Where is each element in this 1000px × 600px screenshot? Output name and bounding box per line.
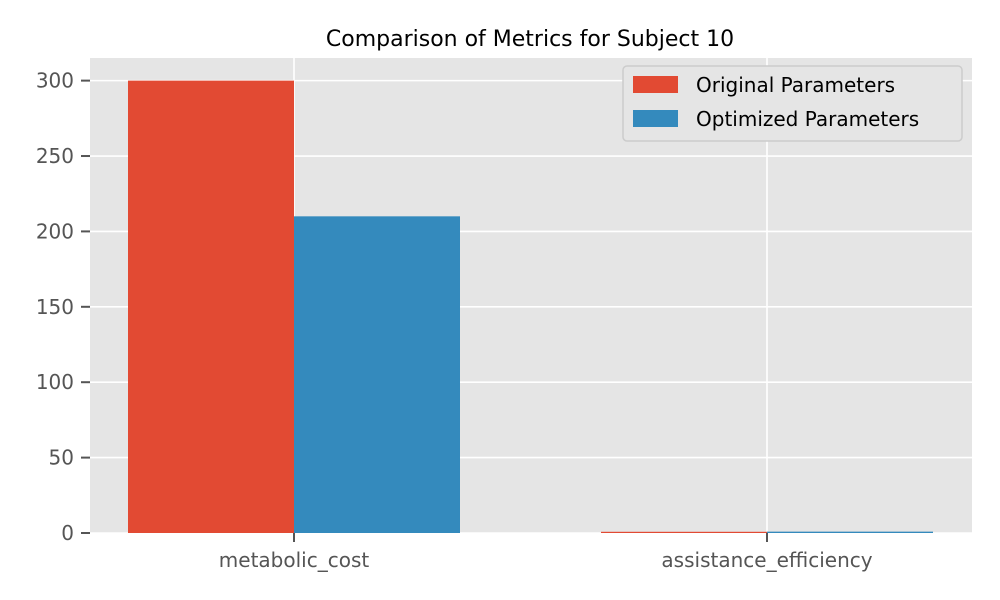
legend-frame [622, 65, 963, 142]
bar-original-parameters-assistance_efficiency [601, 531, 767, 533]
legend-label: Original Parameters [696, 73, 895, 97]
bar-original-parameters-metabolic_cost [128, 80, 294, 533]
chart-title: Comparison of Metrics for Subject 10 [326, 27, 734, 52]
legend: Original Parameters Optimized Parameters [622, 65, 963, 142]
y-tick-label: 50 [49, 446, 74, 470]
y-tick-label: 150 [36, 295, 74, 319]
bar-optimized-parameters-assistance_efficiency [767, 531, 933, 533]
y-tick-label: 0 [61, 521, 74, 545]
legend-swatch [633, 110, 678, 127]
bars [128, 80, 933, 534]
y-tick-label: 300 [36, 69, 74, 93]
legend-label: Optimized Parameters [696, 107, 919, 131]
y-tick-label: 100 [36, 370, 74, 394]
y-tick-label: 200 [36, 219, 74, 243]
x-tick-label: assistance_efficiency [661, 548, 872, 572]
bar-optimized-parameters-metabolic_cost [294, 216, 460, 534]
axes: 0 50 100 150 200 250 300 metabolic_cost assistan… [36, 69, 873, 572]
y-tick-label: 250 [36, 144, 74, 168]
x-tick-label: metabolic_cost [219, 548, 370, 572]
legend-swatch [633, 76, 678, 93]
